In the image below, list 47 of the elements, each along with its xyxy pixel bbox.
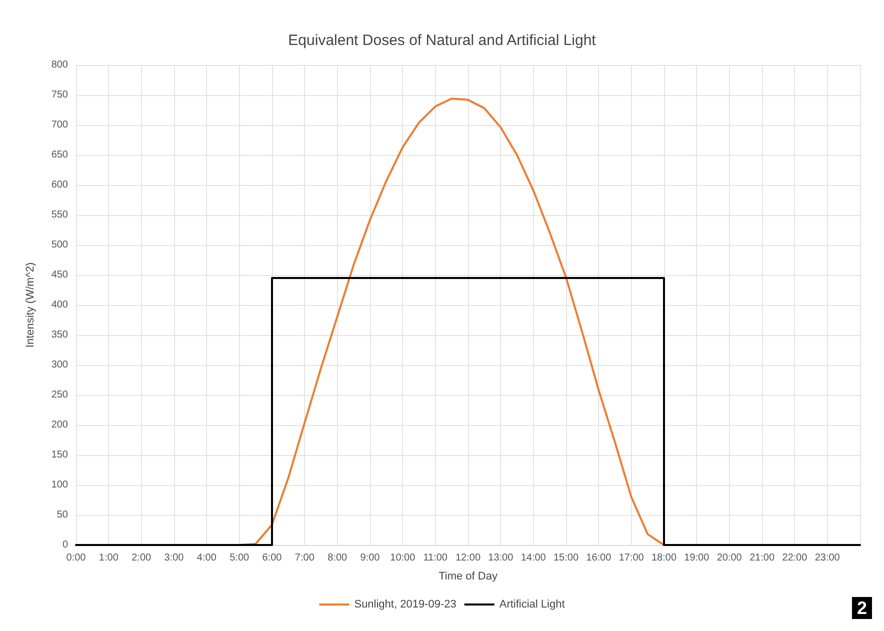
x-tick-label: 5:00: [230, 552, 250, 564]
y-tick-label: 800: [51, 60, 68, 70]
x-tick-label: 6:00: [262, 552, 282, 564]
y-tick-label: 300: [51, 360, 68, 370]
x-tick-label: 7:00: [294, 552, 315, 564]
x-tick-label: 17:00: [618, 552, 644, 564]
y-tick-label: 750: [51, 90, 68, 100]
x-tick-label: 10:00: [390, 552, 416, 564]
x-tick-label: 16:00: [586, 552, 612, 564]
y-tick-label: 250: [51, 390, 68, 400]
x-tick-label: 21:00: [749, 552, 775, 564]
y-tick-label: 200: [51, 420, 68, 430]
y-tick-label: 700: [51, 120, 68, 130]
x-tick-label: 23:00: [814, 552, 840, 564]
y-tick-label: 650: [51, 150, 68, 160]
x-tick-label: 1:00: [98, 552, 119, 564]
y-tick-label: 0: [62, 540, 68, 550]
x-tick-label: 22:00: [782, 552, 808, 564]
chart-title: Equivalent Doses of Natural and Artificial Light: [288, 32, 597, 49]
x-tick-label: 9:00: [360, 552, 380, 564]
y-tick-label: 450: [51, 270, 68, 280]
x-tick-label: 12:00: [455, 552, 481, 564]
x-tick-label: 18:00: [651, 552, 677, 564]
x-tick-label: 20:00: [716, 552, 742, 564]
y-tick-label: 600: [51, 180, 68, 190]
x-tick-label: 14:00: [520, 552, 546, 564]
x-tick-label: 13:00: [488, 552, 514, 564]
text: 2: [856, 598, 868, 618]
legend-label: Artificial Light: [499, 598, 565, 610]
x-tick-label: 19:00: [684, 552, 710, 564]
x-tick-label: 8:00: [328, 552, 348, 564]
legend-label: Sunlight, 2019-09-23: [354, 598, 456, 610]
y-tick-label: 400: [51, 300, 68, 310]
y-tick-label: 50: [56, 510, 68, 520]
x-axis-title: Time of Day: [438, 570, 498, 582]
x-tick-label: 2:00: [132, 552, 152, 564]
y-tick-label: 150: [51, 450, 68, 460]
y-tick-label: 500: [51, 240, 68, 250]
x-tick-label: 11:00: [423, 552, 448, 564]
y-tick-label: 550: [51, 210, 68, 220]
y-axis-title: Intensity (W/m^2): [24, 262, 36, 348]
x-tick-label: 15:00: [553, 552, 579, 564]
x-tick-label: 3:00: [164, 552, 184, 564]
y-tick-label: 350: [51, 330, 68, 340]
x-tick-label: 4:00: [196, 552, 217, 564]
y-tick-label: 100: [51, 480, 68, 490]
x-tick-label: 0:00: [66, 552, 86, 564]
